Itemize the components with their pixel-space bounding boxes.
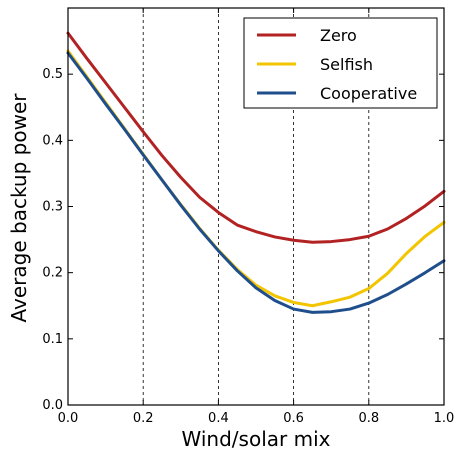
x-tick-label: 0.2 bbox=[133, 411, 154, 426]
x-tick-label: 0.0 bbox=[58, 411, 79, 426]
legend-label-selfish: Selfish bbox=[320, 55, 373, 74]
x-tick-label: 1.0 bbox=[434, 411, 455, 426]
y-axis-label: Average backup power bbox=[7, 93, 31, 323]
y-tick-label: 0.2 bbox=[42, 266, 63, 281]
legend-label-zero: Zero bbox=[320, 26, 357, 45]
series-line-cooperative bbox=[66, 51, 446, 314]
legend: Zero Selfish Cooperative bbox=[243, 17, 438, 109]
y-tick-label: 0.4 bbox=[42, 133, 63, 148]
y-tick-label: 0.5 bbox=[42, 67, 63, 82]
axis-ticks: 0.0 0.2 0.4 0.6 0.8 1.0 0.0 0.1 0.2 0.3 0.4 0.5 bbox=[42, 8, 454, 426]
series-lines bbox=[66, 31, 446, 314]
x-tick-label: 0.4 bbox=[208, 411, 229, 426]
x-tick-label: 0.6 bbox=[283, 411, 304, 426]
series-line-zero bbox=[66, 31, 446, 244]
y-tick-label: 0.3 bbox=[42, 200, 63, 215]
y-tick-label: 0.0 bbox=[42, 398, 63, 413]
legend-label-cooperative: Cooperative bbox=[320, 84, 417, 103]
x-axis-label: Wind/solar mix bbox=[182, 427, 331, 451]
y-tick-label: 0.1 bbox=[42, 332, 63, 347]
x-tick-label: 0.8 bbox=[358, 411, 379, 426]
